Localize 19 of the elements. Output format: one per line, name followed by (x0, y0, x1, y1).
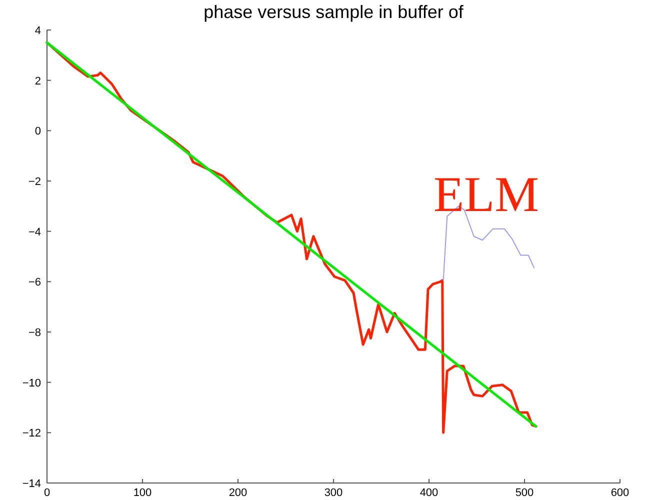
x-tick-label: 400 (420, 487, 438, 499)
x-tick-label: 300 (324, 487, 343, 499)
y-tick-label: 4 (34, 25, 41, 37)
y-tick-label: 2 (34, 75, 41, 88)
x-tick-label: 100 (133, 487, 152, 499)
y-tick-label: −2 (28, 176, 41, 188)
y-tick-label: −8 (28, 327, 41, 339)
y-tick-label: 0 (34, 126, 41, 138)
chart-title: phase versus sample in buffer of (204, 2, 464, 22)
y-tick-label: −6 (28, 276, 41, 289)
x-tick-label: 500 (515, 487, 534, 499)
y-tick-label: −10 (22, 377, 41, 390)
y-tick-label: −14 (22, 478, 41, 490)
x-tick-label: 200 (228, 487, 248, 499)
y-tick-label: −4 (28, 226, 41, 238)
x-tick-label: 0 (44, 487, 50, 499)
y-tick-label: −12 (22, 428, 41, 440)
x-tick-label: 600 (610, 487, 630, 499)
annotation: ELM (434, 166, 540, 222)
